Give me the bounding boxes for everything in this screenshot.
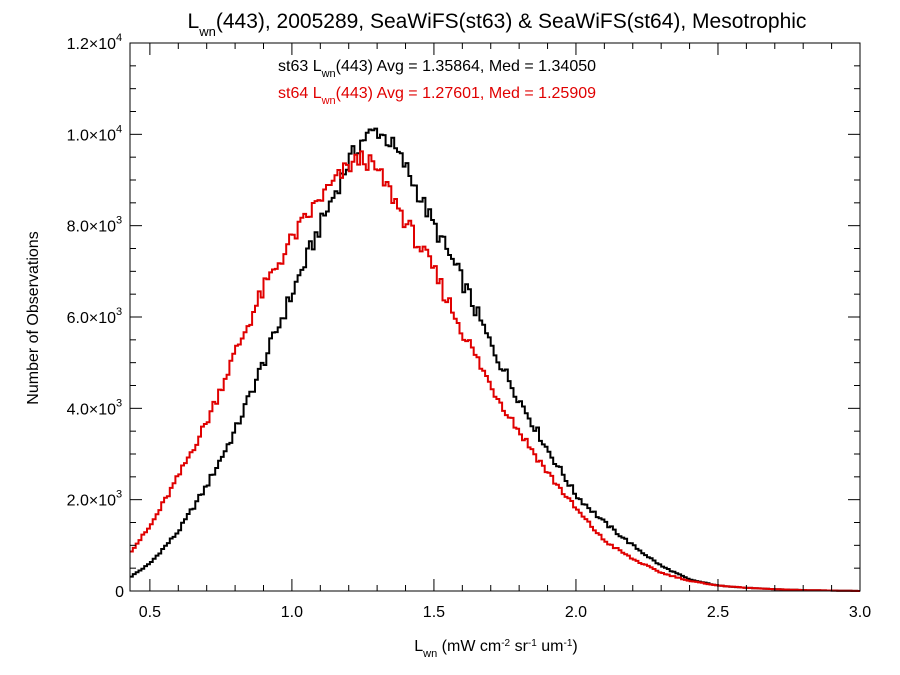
y-tick-label: 1.0×10 (67, 127, 116, 144)
y-tick-exponent: 3 (116, 397, 122, 409)
title-main: L (188, 10, 200, 33)
y-tick-label: 0 (115, 584, 124, 601)
legend-st64-stats: st64 Lwn(443) Avg = 1.27601, Med = 1.259… (278, 85, 596, 107)
series-st63-line (130, 127, 860, 592)
y-tick-exponent: 4 (116, 123, 122, 135)
x-tick-label: 1.0 (281, 604, 303, 621)
y-tick-label: 6.0×10 (67, 310, 116, 327)
x-tick-label: 2.0 (565, 604, 587, 621)
x-axis-label: Lwn (mW cm-2 sr-1 um-1) (414, 638, 577, 661)
plot-area: 0.5 1.0 1.5 2.0 2.5 3.002.0×10 34.0×10 36.0×10 3… (67, 32, 872, 621)
x-tick-label: 3.0 (849, 604, 871, 621)
plot-frame (129, 42, 861, 592)
y-tick-label: 1.2×10 (67, 36, 116, 53)
y-tick-label: 2.0×10 (67, 493, 116, 510)
y-tick-exponent: 3 (116, 306, 122, 318)
title-subscript: wn (198, 24, 216, 39)
x-tick-label: 2.5 (707, 604, 729, 621)
title-rest: (443), 2005289, SeaWiFS(st63) & SeaWiFS(… (216, 10, 807, 33)
series-st64-line (130, 150, 860, 592)
x-tick-label: 1.5 (423, 604, 445, 621)
y-tick-exponent: 3 (116, 489, 122, 501)
y-tick-label: 8.0×10 (67, 219, 116, 236)
legend-st63-stats: st63 Lwn(443) Avg = 1.35864, Med = 1.340… (278, 58, 596, 80)
y-tick-label: 4.0×10 (67, 401, 116, 418)
y-tick-exponent: 4 (116, 32, 122, 44)
y-tick-exponent: 3 (116, 215, 122, 227)
x-tick-label: 0.5 (139, 604, 161, 621)
chart-title: Lwn(443), 2005289, SeaWiFS(st63) & SeaWi… (188, 10, 807, 39)
y-axis-label: Number of Observations (25, 231, 42, 404)
